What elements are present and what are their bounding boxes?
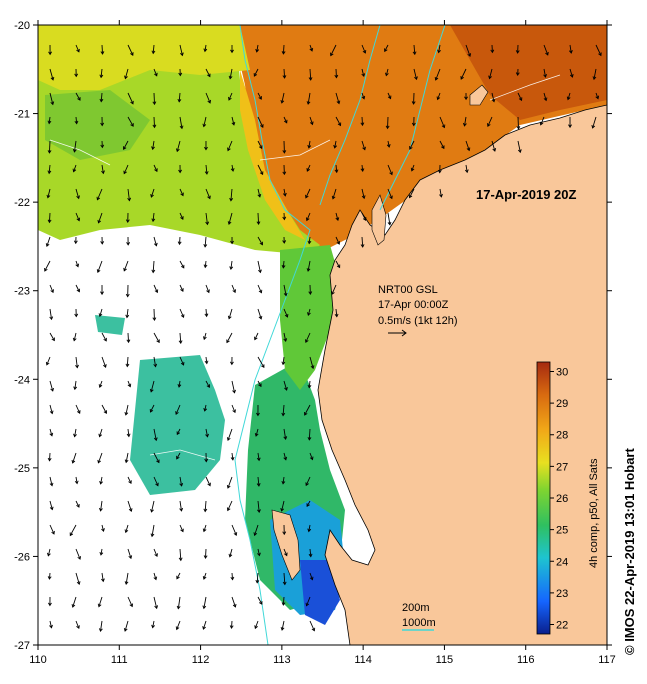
colorbar-tick-label: 24 <box>556 556 568 568</box>
isobath-200-label: 200m <box>402 602 430 614</box>
sst-field <box>38 25 607 625</box>
current-source: NRT00 GSL <box>378 284 438 296</box>
barrow-island <box>469 84 489 106</box>
colorbar-ticks: 30 29 28 27 26 25 24 23 22 <box>550 366 568 632</box>
lon-tick-label: 114 <box>354 654 372 666</box>
longitude-axis: 110 111 112 113 114 115 116 117 <box>29 20 616 666</box>
cape-range-peninsula <box>371 194 387 246</box>
lat-tick-label: -20 <box>14 20 30 32</box>
isobath-1000-label: 1000m <box>402 617 436 629</box>
colorbar-tick-label: 26 <box>556 493 568 505</box>
lon-tick-label: 112 <box>192 654 210 666</box>
lat-tick-label: -21 <box>14 109 30 121</box>
colorbar-tick-label: 28 <box>556 430 568 442</box>
peron-peninsula <box>271 509 301 581</box>
lat-tick-label: -25 <box>14 463 30 475</box>
date-label: 17-Apr-2019 20Z <box>476 187 576 202</box>
map-frame <box>37 24 608 646</box>
australia-land <box>317 104 607 645</box>
colorbar: 30 29 28 27 26 25 24 23 22 4h comp, p50, All Sat… <box>536 361 600 635</box>
lon-tick-label: 116 <box>517 654 535 666</box>
colorbar-tick-label: 29 <box>556 398 568 410</box>
lat-tick-label: -26 <box>14 551 30 563</box>
lon-tick-label: 117 <box>598 654 616 666</box>
colorbar-tick-label: 22 <box>556 620 568 632</box>
lat-tick-label: -23 <box>14 286 30 298</box>
isobath-lines <box>234 25 446 645</box>
current-scale: 0.5m/s (1kt 12h) <box>378 315 457 327</box>
lon-tick-label: 110 <box>29 654 47 666</box>
lon-tick-label: 113 <box>273 654 291 666</box>
lat-tick-label: -24 <box>14 374 30 386</box>
lon-tick-label: 115 <box>436 654 454 666</box>
colorbar-tick-label: 27 <box>556 461 568 473</box>
credit-text: © IMOS 22-Apr-2019 13:01 Hobart <box>622 448 637 655</box>
current-vectors <box>44 44 602 633</box>
current-date: 17-Apr 00:00Z <box>378 299 449 311</box>
colorbar-tick-label: 23 <box>556 588 568 600</box>
current-legend: NRT00 GSL 17-Apr 00:00Z 0.5m/s (1kt 12h) <box>378 284 457 337</box>
colorbar-tick-label: 30 <box>556 366 568 378</box>
latitude-axis: -20 -21 -22 -23 -24 -25 -26 -27 <box>14 20 612 652</box>
colorbar-scale <box>536 361 551 635</box>
lat-tick-label: -27 <box>14 640 30 652</box>
colorbar-title: 4h comp, p50, All Sats <box>588 458 600 568</box>
map-plot-area <box>38 25 607 645</box>
lon-tick-label: 111 <box>111 654 128 666</box>
isobath-legend: 200m 1000m <box>402 602 436 631</box>
colorbar-tick-label: 25 <box>556 525 568 537</box>
lat-tick-label: -22 <box>14 197 30 209</box>
